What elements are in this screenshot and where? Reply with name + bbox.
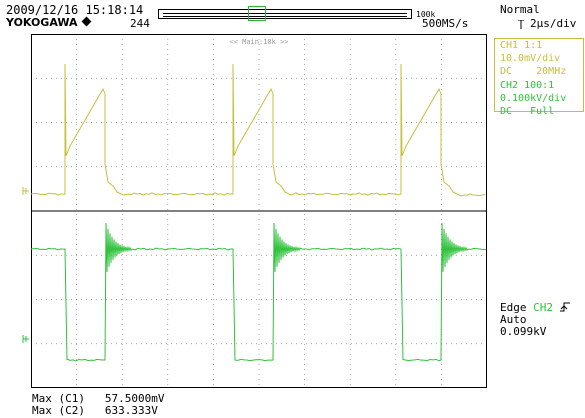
ch2-coupling: DC	[500, 106, 513, 117]
record-count: 244	[130, 17, 150, 30]
ch2-name: CH2 100:1	[500, 80, 555, 91]
trigger-info: Edge CH2	[500, 302, 570, 314]
ch2-bandwidth: Full	[530, 106, 555, 117]
diamond-icon	[81, 16, 91, 27]
ch1-position-marker[interactable]	[22, 185, 31, 197]
measurement-label: Max (C2)	[32, 404, 85, 417]
ch2-scale: 0.100kV/div	[500, 93, 567, 104]
plot-frame	[31, 34, 487, 388]
trigger-level: 0.099kV	[500, 325, 547, 338]
ch2-waveform	[31, 222, 487, 362]
brand-name: YOKOGAWA	[6, 16, 78, 29]
zoom-window-indicator[interactable]	[248, 6, 266, 21]
ch2-position-marker[interactable]	[22, 333, 31, 345]
measurement-value: 57.5000mV	[104, 392, 165, 405]
record-length-bar[interactable]	[158, 9, 412, 19]
trigger-mode: Auto	[500, 313, 527, 326]
trigger-mode-label: Normal	[500, 3, 540, 16]
ch1-coupling-row: DC 20MHz	[500, 66, 566, 78]
measurement-ch2-max: Max (C2) 633.333V	[32, 405, 158, 417]
zoom-label: << Main:10k >>	[229, 38, 288, 46]
ch1-name: CH1 1:1	[500, 40, 543, 51]
ch1-waveform	[31, 63, 486, 197]
ch1-coupling: DC	[500, 66, 513, 77]
trigger-position-icon	[518, 20, 524, 29]
record-bar-track	[163, 13, 407, 17]
ch1-bandwidth: 20MHz	[536, 66, 567, 77]
brand-logo: YOKOGAWA	[6, 16, 91, 29]
ch2-coupling-row: DC Full	[500, 106, 554, 118]
waveform-display[interactable]: << Main:10k >>	[31, 34, 487, 388]
measurement-value: 633.333V	[104, 404, 158, 417]
sample-rate: 500MS/s	[422, 17, 469, 30]
trigger-source: CH2	[533, 301, 553, 314]
rising-edge-icon	[559, 302, 570, 312]
measurement-ch1-max: Max (C1) 57.5000mV	[32, 393, 164, 405]
timebase: 2μs/div	[530, 17, 577, 30]
ch1-settings-box[interactable]	[494, 38, 584, 112]
ch1-scale: 10.0mV/div	[500, 53, 561, 64]
measurement-label: Max (C1)	[32, 392, 85, 405]
header-datetime: 2009/12/16 15:18:14	[6, 3, 144, 17]
record-size: 100k	[416, 10, 436, 19]
trigger-type: Edge	[500, 301, 527, 314]
